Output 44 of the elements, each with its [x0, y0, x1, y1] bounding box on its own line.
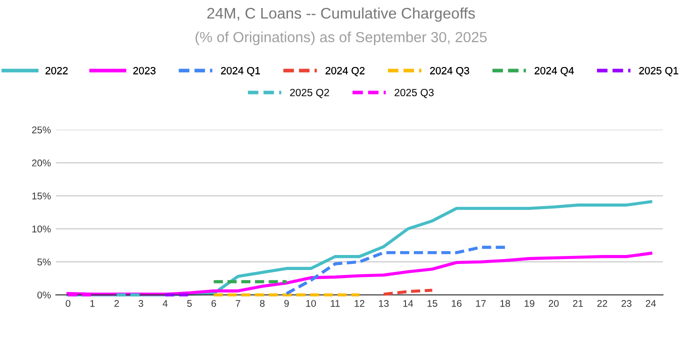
y-tick-label: 5% — [37, 258, 51, 266]
chart-subtitle: (% of Originations) as of September 30, 2025 — [196, 32, 487, 46]
x-tick-label: 14 — [403, 300, 414, 307]
x-tick-label: 6 — [212, 300, 216, 307]
x-tick-label: 13 — [379, 300, 389, 307]
x-tick-label: 3 — [138, 300, 144, 307]
legend-label: 2025 Q2 — [290, 88, 330, 98]
y-tick-label: 0% — [37, 292, 51, 298]
legend-label: 2024 Q3 — [430, 66, 470, 76]
legend-label: 2023 — [133, 66, 156, 74]
x-tick-label: 9 — [284, 300, 289, 307]
y-tick-label: 25% — [32, 126, 51, 134]
legend-label: 2024 Q2 — [326, 66, 365, 76]
line-series — [285, 246, 507, 296]
x-tick-label: 7 — [236, 300, 240, 307]
x-tick-label: 2 — [114, 300, 119, 307]
line-series — [66, 200, 652, 296]
x-tick-label: 0 — [66, 300, 70, 307]
x-tick-label: 5 — [187, 300, 192, 307]
chart-title: 24M, C Loans -- Cumulative Chargeoffs — [207, 7, 475, 22]
x-tick-label: 16 — [452, 300, 462, 307]
legend-label: 2025 Q3 — [394, 88, 434, 98]
x-tick-label: 22 — [597, 300, 608, 307]
x-tick-label: 1 — [90, 300, 95, 307]
x-tick-label: 10 — [306, 300, 316, 307]
x-tick-label: 17 — [476, 300, 486, 307]
x-tick-label: 21 — [573, 300, 583, 307]
legend-label: 2025 Q1 — [639, 66, 678, 76]
x-tick-label: 18 — [500, 300, 510, 307]
x-tick-label: 4 — [162, 300, 168, 307]
y-tick-label: 10% — [32, 226, 51, 232]
x-tick-label: 11 — [330, 300, 340, 307]
x-tick-label: 23 — [622, 300, 632, 307]
x-tick-label: 12 — [354, 300, 364, 307]
y-tick-label: 15% — [32, 192, 51, 200]
y-tick-label: 20% — [32, 160, 51, 166]
x-tick-label: 8 — [260, 300, 265, 307]
x-tick-label: 19 — [524, 300, 534, 307]
x-tick-label: 24 — [646, 300, 656, 307]
x-tick-label: 15 — [428, 300, 438, 307]
legend-label: 2024 Q1 — [221, 66, 260, 76]
legend-label: 2022 — [46, 66, 68, 74]
legend-label: 2024 Q4 — [534, 66, 574, 76]
x-tick-label: 20 — [548, 300, 559, 307]
